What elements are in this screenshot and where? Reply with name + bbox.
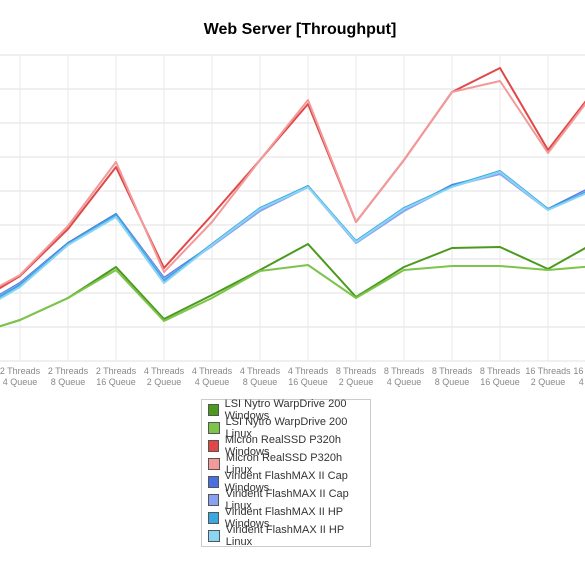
- x-tick-label: 2 Threads 4 Queue: [0, 366, 41, 387]
- series-line: [0, 170, 585, 298]
- legend-item: Micron RealSSD P320h Linux: [202, 452, 370, 476]
- legend: LSI Nytro WarpDrive 200 Windows LSI Nytro…: [201, 398, 371, 548]
- series-line: [0, 80, 585, 287]
- series-line: [0, 171, 585, 300]
- x-tick-label: 4 Threads 2 Queue: [143, 366, 185, 387]
- legend-item: Virident FlashMAX II HP Windows: [202, 506, 370, 530]
- series-line: [0, 243, 585, 328]
- x-tick-label: 4 Threads 8 Queue: [239, 366, 281, 387]
- legend-label: Virident FlashMAX II Cap Windows: [224, 470, 348, 494]
- legend-label: Micron RealSSD P320h Linux: [225, 452, 343, 476]
- legend-item: Virident FlashMAX II Cap Windows: [202, 470, 370, 494]
- x-tick-label: 8 Threads 4 Queue: [383, 366, 425, 387]
- x-tick-label: 2 Threads 8 Queue: [47, 366, 89, 387]
- legend-label: LSI Nytro WarpDrive 200 Linux: [225, 416, 348, 440]
- legend-swatch: [208, 422, 220, 434]
- x-tick-label: 2 Threads 16 Queue: [95, 366, 137, 387]
- legend-item: Virident FlashMAX II Cap Linux: [202, 488, 370, 512]
- legend-item: Micron RealSSD P320h Windows: [202, 434, 370, 458]
- legend-label: Virident FlashMAX II HP Linux: [225, 524, 344, 548]
- legend-swatch: [208, 476, 219, 488]
- legend-label: Micron RealSSD P320h Windows: [224, 434, 342, 458]
- x-tick-label: 8 Threads 16 Queue: [479, 366, 521, 387]
- x-tick-label: 8 Threads 8 Queue: [431, 366, 473, 387]
- legend-item: Virident FlashMAX II HP Linux: [202, 524, 370, 548]
- legend-swatch: [208, 440, 219, 452]
- x-tick-label: 16 Threads 4 Queue: [573, 366, 585, 387]
- legend-swatch: [208, 404, 219, 416]
- x-tick-label: 4 Threads 4 Queue: [191, 366, 233, 387]
- legend-label: Virident FlashMAX II Cap Linux: [225, 488, 349, 512]
- legend-swatch: [208, 494, 220, 506]
- legend-label: Virident FlashMAX II HP Windows: [224, 506, 343, 530]
- chart-title: Web Server [Throughput]: [204, 21, 397, 38]
- legend-item: LSI Nytro WarpDrive 200 Linux: [202, 416, 370, 440]
- x-tick-label: 8 Threads 2 Queue: [335, 366, 377, 387]
- legend-swatch: [208, 512, 219, 524]
- legend-label: LSI Nytro WarpDrive 200 Windows: [224, 398, 347, 422]
- series-line: [0, 264, 585, 328]
- legend-item: LSI Nytro WarpDrive 200 Windows: [202, 398, 370, 422]
- legend-swatch: [208, 530, 220, 542]
- legend-swatch: [208, 458, 220, 470]
- x-tick-label: 16 Threads 2 Queue: [525, 366, 571, 387]
- x-tick-label: 4 Threads 16 Queue: [287, 366, 329, 387]
- series-line: [0, 67, 585, 290]
